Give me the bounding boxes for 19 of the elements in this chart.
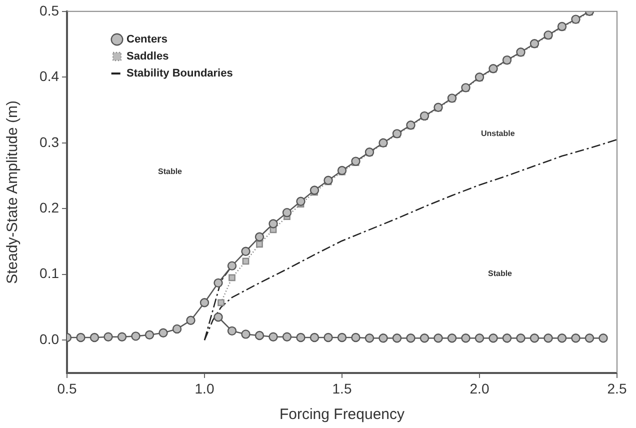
x-tick-label: 0.5 (57, 380, 77, 396)
y-tick-label: 0.0 (40, 330, 60, 347)
annotation: Stable (158, 167, 182, 176)
legend-label: Stability Boundaries (126, 68, 233, 80)
x-axis-title: Forcing Frequency (279, 406, 406, 424)
x-tick-label: 2.5 (607, 380, 627, 396)
y-tick-label: 0.4 (40, 68, 60, 84)
x-tick-label: 1.0 (194, 380, 214, 396)
legend-label: Centers (126, 34, 168, 46)
annotation: Stable (488, 269, 512, 278)
x-tick-label: 1.5 (332, 380, 352, 396)
x-tick-label: 2.0 (470, 380, 490, 396)
y-tick-label: 0.2 (40, 199, 60, 216)
annotation: Unstable (481, 129, 515, 138)
y-axis-title: Steady-State Amplitude (m) (4, 100, 22, 284)
y-tick-label: 0.3 (40, 134, 60, 150)
legend-label: Saddles (126, 50, 169, 63)
y-tick-label: 0.1 (40, 265, 60, 282)
y-tick-label: 0.5 (40, 2, 60, 18)
